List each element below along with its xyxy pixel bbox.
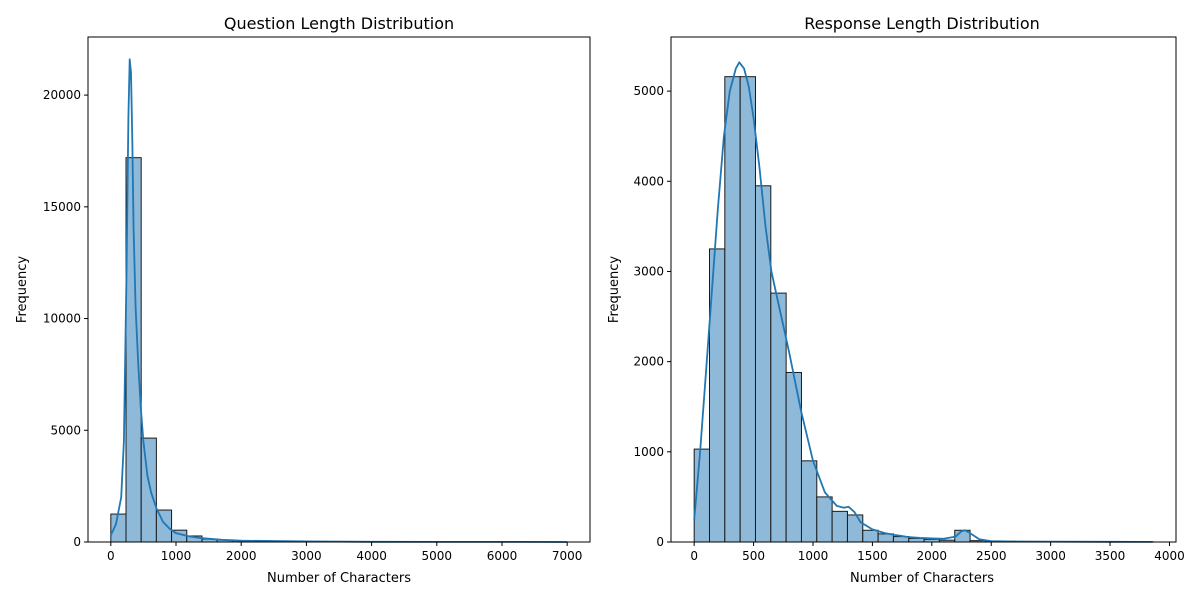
x-tick-label: 2500 xyxy=(976,549,1007,563)
x-tick-label: 1000 xyxy=(798,549,829,563)
x-tick-label: 4000 xyxy=(356,549,387,563)
x-tick-label: 1000 xyxy=(161,549,192,563)
y-tick-label: 3000 xyxy=(633,264,664,278)
y-axis-label: Frequency xyxy=(607,256,622,323)
kde-line xyxy=(109,58,568,543)
histogram-bar xyxy=(110,513,127,543)
histogram-bar xyxy=(724,76,741,543)
histogram-bar xyxy=(908,537,925,543)
y-tick-label: 20000 xyxy=(43,88,81,102)
histogram-bar xyxy=(862,529,879,543)
histogram-bar xyxy=(816,496,833,543)
x-tick-label: 2000 xyxy=(226,549,257,563)
y-tick-label: 10000 xyxy=(43,312,81,326)
axes-frame xyxy=(670,36,1177,543)
axes-frame xyxy=(87,36,591,543)
x-axis-label: Number of Characters xyxy=(267,571,411,586)
y-tick-label: 0 xyxy=(656,535,664,549)
histogram-bar xyxy=(140,437,157,543)
y-tick-label: 5000 xyxy=(633,84,664,98)
x-tick-label: 0 xyxy=(107,549,115,563)
x-tick-label: 3500 xyxy=(1095,549,1126,563)
x-tick-label: 3000 xyxy=(1035,549,1066,563)
x-tick-label: 5000 xyxy=(422,549,453,563)
x-tick-label: 500 xyxy=(742,549,765,563)
histogram-bar xyxy=(800,460,818,543)
chart-title: Question Length Distribution xyxy=(224,14,454,33)
y-tick-label: 0 xyxy=(73,535,81,549)
x-tick-label: 6000 xyxy=(487,549,518,563)
chart-title: Response Length Distribution xyxy=(804,14,1040,33)
chart-question-length: 0 1000 2000 3000 4000 5000 6000 7000 0 5000 10000 1… xyxy=(15,14,591,586)
x-tick-label: 7000 xyxy=(552,549,583,563)
x-axis-label: Number of Characters xyxy=(850,571,994,586)
histogram-bar xyxy=(831,510,848,543)
kde-line xyxy=(693,61,1153,543)
y-tick-label: 5000 xyxy=(50,423,81,437)
chart-response-length: 0 500 1000 1500 2000 2500 3000 3500 4000 0 1000 200… xyxy=(607,14,1185,586)
x-tick-label: 3000 xyxy=(291,549,322,563)
y-tick-label: 2000 xyxy=(633,355,664,369)
y-axis-label: Frequency xyxy=(15,256,30,323)
x-tick-label: 1500 xyxy=(857,549,888,563)
histogram-bar xyxy=(754,185,772,543)
x-tick-label: 2000 xyxy=(917,549,948,563)
histogram-bar xyxy=(739,76,756,543)
x-tick-label: 4000 xyxy=(1154,549,1185,563)
histogram-bar xyxy=(846,514,864,543)
y-tick-label: 1000 xyxy=(633,445,664,459)
x-tick-label: 0 xyxy=(690,549,698,563)
y-tick-label: 4000 xyxy=(633,174,664,188)
y-tick-label: 15000 xyxy=(43,200,81,214)
